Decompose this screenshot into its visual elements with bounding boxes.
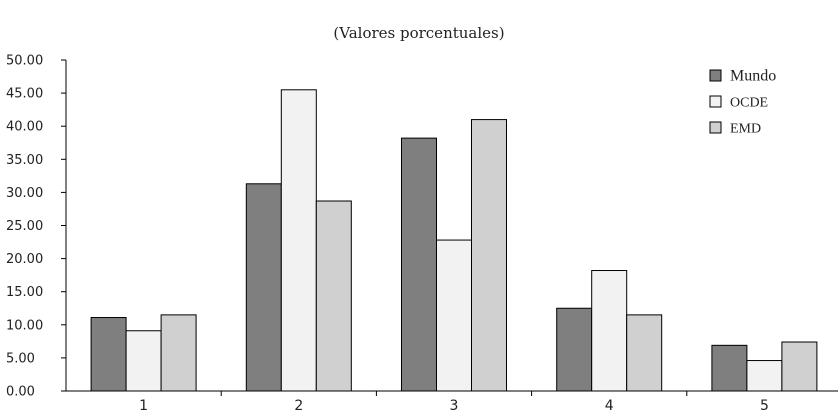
legend-swatch-mundo xyxy=(709,69,722,82)
bar-ocde-1 xyxy=(125,330,162,392)
bar-ocde-4 xyxy=(591,270,628,392)
bar-emd-2 xyxy=(315,200,352,392)
y-tick-label: 0.00 xyxy=(6,385,35,400)
bar-ocde-3 xyxy=(436,239,472,392)
bar-mundo-3 xyxy=(401,137,437,392)
y-tick-label: 50.00 xyxy=(6,54,43,69)
y-tick-label: 15.00 xyxy=(6,285,43,300)
bar-mundo-5 xyxy=(711,344,748,392)
x-tick-label: 5 xyxy=(760,398,769,414)
y-tick-label: 35.00 xyxy=(6,153,43,168)
bar-mundo-2 xyxy=(245,183,282,392)
bar-mundo-4 xyxy=(556,307,593,392)
y-tick-label: 25.00 xyxy=(6,219,43,234)
y-tick-label: 5.00 xyxy=(6,351,35,366)
legend-swatch-emd xyxy=(709,121,722,134)
legend-label-emd: EMD xyxy=(730,122,761,137)
x-tick-label: 2 xyxy=(294,398,303,414)
x-tick-label: 1 xyxy=(139,398,148,414)
bar-emd-4 xyxy=(626,314,663,392)
x-tick-label: 4 xyxy=(605,398,614,414)
bar-mundo-1 xyxy=(90,317,127,392)
legend-swatch-ocde xyxy=(709,95,722,108)
legend-label-ocde: OCDE xyxy=(730,96,768,111)
y-tick-label: 10.00 xyxy=(6,318,43,333)
chart-title: (Valores porcentuales) xyxy=(333,24,505,42)
y-tick-label: 40.00 xyxy=(6,120,43,135)
bar-emd-5 xyxy=(781,341,818,392)
x-tick-label: 3 xyxy=(450,398,459,414)
y-tick-label: 45.00 xyxy=(6,87,43,102)
bar-ocde-5 xyxy=(746,360,783,392)
bar-ocde-2 xyxy=(280,89,317,392)
bar-emd-1 xyxy=(160,314,197,392)
bar-emd-3 xyxy=(471,119,507,392)
legend-label-mundo: Mundo xyxy=(730,68,776,85)
y-tick-label: 30.00 xyxy=(6,186,43,201)
y-tick-label: 20.00 xyxy=(6,252,43,267)
